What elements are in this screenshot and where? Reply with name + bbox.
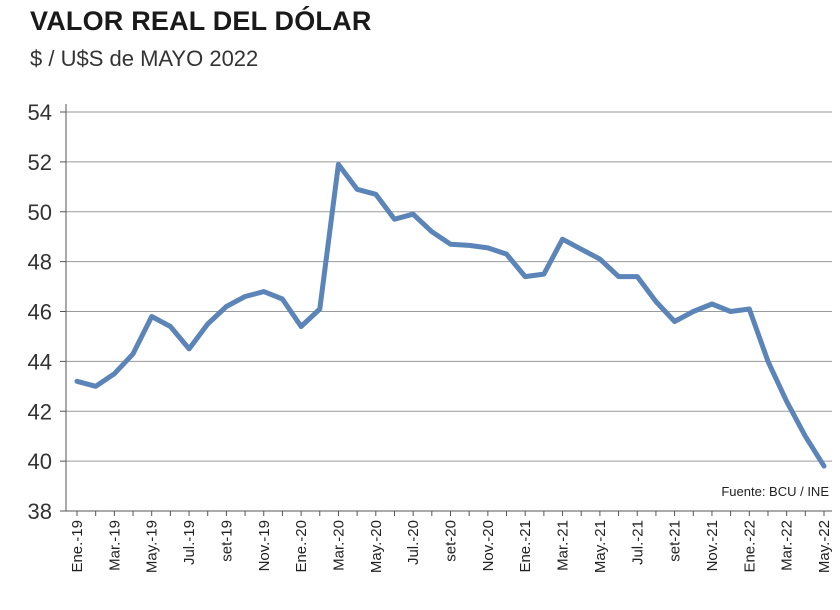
x-tick-label: Jul.-20	[405, 520, 422, 565]
x-tick-label: Mar.-20	[330, 520, 347, 571]
x-tick-label: set-21	[667, 520, 684, 562]
axes	[65, 104, 832, 512]
x-tick-label: Nov.-21	[704, 520, 721, 571]
x-tick-label: Nov.-19	[256, 520, 273, 571]
x-tick-label: Ene.-22	[741, 520, 758, 573]
series-layer	[74, 161, 827, 469]
x-tick-label: set-20	[443, 520, 460, 562]
x-tick-label: Ene.-19	[69, 520, 86, 573]
x-tick-label: May.-19	[144, 520, 161, 573]
y-tick-label: 44	[28, 349, 52, 374]
x-tick-label: Jul.-19	[181, 520, 198, 565]
series-line	[74, 161, 827, 469]
x-tick-label: May.-20	[368, 520, 385, 573]
x-tick-label: May.-22	[816, 520, 833, 573]
x-tick-label: set-19	[218, 520, 235, 562]
gridlines	[66, 111, 832, 462]
x-tick-label: Nov.-20	[480, 520, 497, 571]
source-note: Fuente: BCU / INE	[721, 484, 829, 499]
x-axis-ticks: Ene.-19 Mar.-19 May.-19 Jul.-19 set-19 Nov.-1…	[69, 511, 833, 573]
x-tick-label: May.-21	[592, 520, 609, 573]
x-tick-label: Mar.-19	[106, 520, 123, 571]
y-tick-label: 46	[28, 300, 52, 325]
y-tick-label: 52	[28, 150, 52, 175]
x-tick-label: Mar.-21	[555, 520, 572, 571]
y-tick-label: 38	[28, 499, 52, 524]
chart-subtitle: $ / U$S de MAYO 2022	[30, 46, 259, 71]
y-tick-label: 40	[28, 449, 52, 474]
y-tick-label: 50	[28, 200, 52, 225]
y-tick-label: 54	[28, 100, 52, 125]
x-tick-label: Ene.-20	[293, 520, 310, 573]
chart-title: VALOR REAL DEL DÓLAR	[30, 6, 372, 36]
y-axis-ticks: 38 40 42 44 46 48 50 52 54	[28, 100, 66, 524]
y-tick-label: 48	[28, 250, 52, 275]
y-tick-label: 42	[28, 399, 52, 424]
x-tick-label: Ene.-21	[517, 520, 534, 573]
x-tick-label: Jul.-21	[629, 520, 646, 565]
x-tick-label: Mar.-22	[779, 520, 796, 571]
